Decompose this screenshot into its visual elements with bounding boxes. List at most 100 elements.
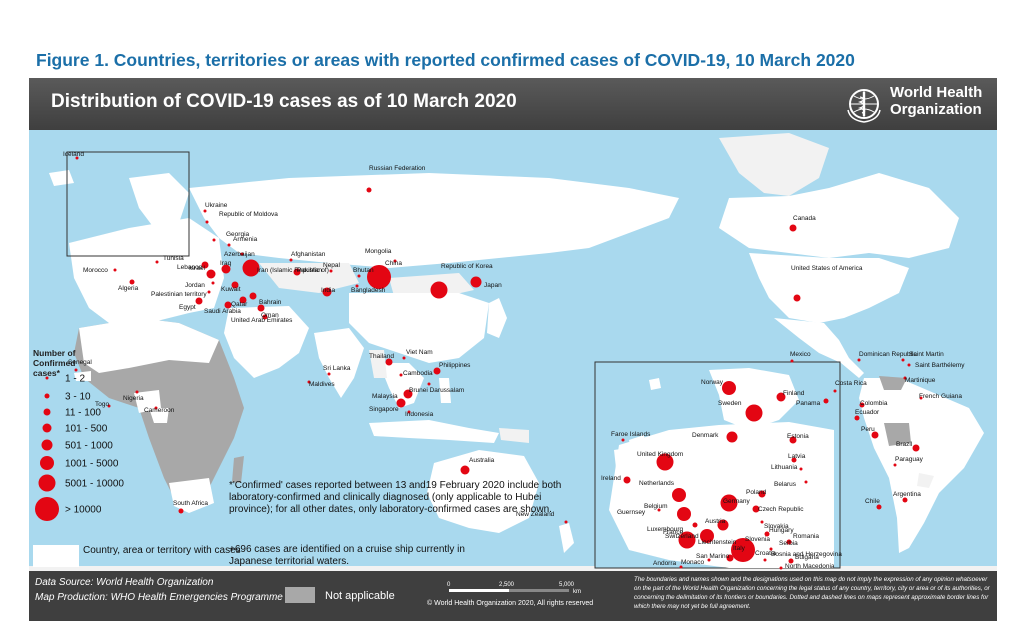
case-marker-poland: [758, 490, 766, 498]
case-marker-malaysia: [403, 389, 413, 399]
land-senegal: [74, 371, 91, 381]
place-label-lebanon: Lebanon: [177, 264, 203, 271]
case-marker-australia: [460, 465, 470, 475]
place-label-jordan: Jordan: [185, 282, 205, 289]
place-label-singapore: Singapore: [369, 406, 399, 413]
case-marker-ukraine: [203, 209, 207, 213]
place-label-sweden: Sweden: [718, 400, 742, 407]
place-label-saint-barth: Saint Barthélemy: [915, 362, 965, 369]
place-label-iraq: Iraq: [220, 260, 232, 267]
place-label-india: India: [321, 287, 335, 294]
case-marker-denmark: [726, 431, 738, 443]
case-marker-iran: [242, 259, 260, 277]
place-label-paraguay: Paraguay: [895, 456, 924, 463]
place-label-korea: Republic of Korea: [441, 263, 493, 270]
case-marker-slovakia: [760, 520, 764, 524]
case-marker-ireland: [623, 476, 631, 484]
place-label-estonia: Estonia: [787, 433, 809, 440]
case-marker-saudi: [224, 301, 232, 309]
place-label-israel: Israel: [189, 265, 205, 272]
place-label-poland: Poland: [746, 489, 767, 496]
legend-class-label: 5001 - 10000: [65, 479, 124, 490]
legend-class-label: 1 - 2: [65, 374, 85, 385]
who-wordmark-line2: Organization: [890, 101, 982, 118]
place-label-liechtenstein: Liechtenstein: [698, 539, 737, 546]
place-label-new-zealand: New Zealand: [516, 511, 555, 518]
case-marker-french-guiana: [919, 396, 923, 400]
case-marker-japan: [470, 276, 482, 288]
land-usa: [749, 253, 909, 323]
place-label-togo: Togo: [95, 401, 109, 408]
case-marker-iraq: [221, 264, 231, 274]
place-label-oman: Oman: [261, 312, 279, 319]
place-label-germany: Germany: [723, 498, 750, 505]
case-marker-argentina: [902, 497, 908, 503]
place-label-guernsey: Guernsey: [617, 509, 646, 516]
place-label-latvia: Latvia: [788, 453, 806, 460]
place-label-monaco: Monaco: [681, 559, 705, 566]
case-marker-korea: [430, 281, 448, 299]
europe-inset-indicator: [66, 151, 190, 257]
place-label-china: China: [385, 260, 402, 267]
place-label-usa: United States of America: [791, 265, 863, 272]
place-labels: Iceland Russian Federation Canada United St…: [63, 151, 965, 570]
confirmed-note: *'Confirmed' cases reported between 13 a…: [229, 480, 562, 515]
case-marker-switzerland: [700, 529, 714, 543]
land-middle-east: [224, 306, 309, 378]
land-australia: [427, 450, 539, 533]
who-emblem-icon: [847, 89, 881, 123]
world-map: Iceland Russian Federation Canada United St…: [29, 133, 997, 571]
land-china: [349, 293, 489, 363]
map-banner: Distribution of COVID-19 cases as of 10 …: [29, 78, 997, 130]
legend-marker: [42, 423, 52, 433]
place-label-canada: Canada: [793, 215, 816, 222]
place-label-armenia: Armenia: [233, 236, 258, 243]
place-label-ukraine: Ukraine: [205, 202, 228, 209]
place-label-dominican: Dominican Republic: [859, 351, 918, 358]
place-label-panama: Panama: [796, 400, 821, 407]
place-label-russia: Russian Federation: [369, 165, 426, 172]
place-label-mexico: Mexico: [790, 351, 811, 358]
place-label-faroe: Faroe Islands: [611, 431, 651, 438]
place-label-lithuania: Lithuania: [771, 464, 798, 471]
place-label-bhutan: Bhutan: [353, 267, 374, 274]
legend-class-label: 1001 - 5000: [65, 459, 119, 470]
land-cameroon: [149, 408, 169, 423]
case-marker-saint-barth: [907, 363, 911, 367]
copyright: © World Health Organization 2020, All ri…: [427, 600, 594, 607]
place-label-italy: Italy: [733, 545, 746, 552]
case-marker-lebanon: [201, 261, 209, 269]
case-marker-iceland: [75, 156, 79, 160]
not-applicable-label: Not applicable: [325, 590, 395, 602]
case-marker-peru: [871, 431, 879, 439]
data-source: Data Source: World Health Organization: [35, 577, 214, 588]
place-label-indonesia: Indonesia: [405, 411, 434, 418]
place-label-serbia: Serbia: [779, 540, 798, 547]
case-marker-netherlands: [672, 488, 686, 502]
case-marker-saint-martin: [901, 358, 905, 362]
case-marker-india: [322, 287, 332, 297]
case-marker-tunisia: [155, 260, 159, 264]
landmasses: [29, 133, 997, 571]
case-marker-belarus: [804, 480, 808, 484]
legend-country-swatch: [33, 545, 79, 567]
land-se-asia: [379, 363, 424, 408]
case-marker-lithuania: [799, 467, 803, 471]
case-marker-martinique: [903, 376, 907, 380]
case-marker-romania: [786, 539, 792, 545]
place-label-australia: Australia: [469, 457, 495, 464]
case-marker-senegal: [74, 368, 78, 372]
case-marker-algeria: [129, 279, 135, 285]
place-label-iran: Iran (Islamic Republic of): [257, 267, 329, 274]
case-marker-panama: [823, 398, 829, 404]
case-marker-bhutan: [357, 274, 361, 278]
place-label-georgia: Georgia: [226, 231, 250, 238]
case-marker-singapore: [396, 398, 406, 408]
case-marker-togo: [107, 404, 111, 408]
case-marker-luxembourg: [692, 522, 698, 528]
case-marker-oman: [262, 314, 268, 320]
case-marker-paraguay: [893, 463, 897, 467]
case-marker-morocco: [113, 268, 117, 272]
place-label-croatia: Croatia: [755, 550, 776, 557]
place-label-afghanistan: Afghanistan: [291, 251, 326, 258]
